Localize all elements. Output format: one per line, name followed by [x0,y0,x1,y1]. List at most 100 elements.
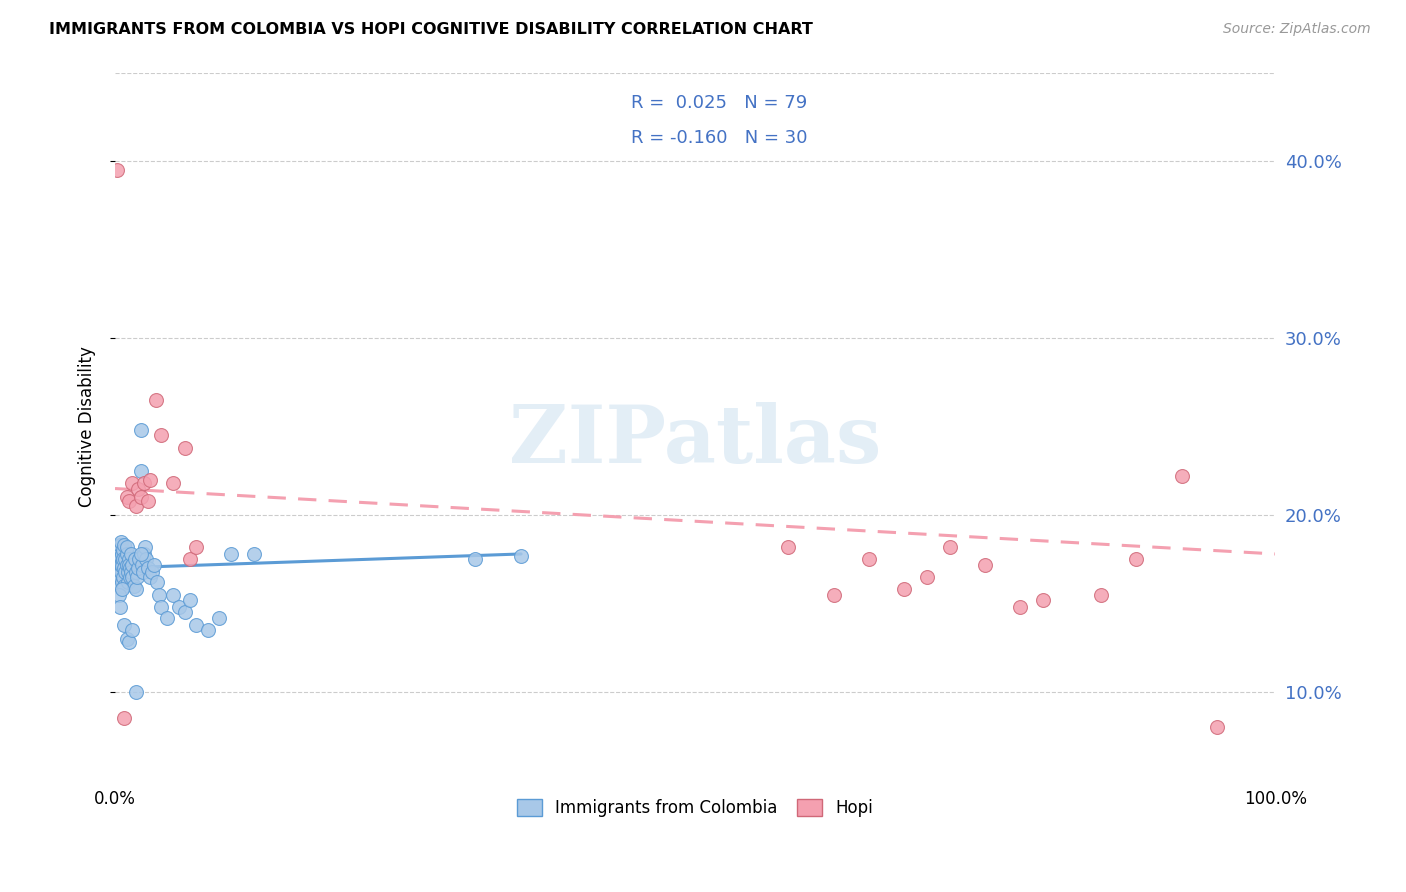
Point [136,494,159,508]
Point [179,593,201,607]
Point [108,538,131,552]
Point [162,476,184,491]
Point [115,632,138,646]
Point [110,534,132,549]
Point [139,473,162,487]
Point [117,575,139,590]
Point [135,552,157,566]
Point [124,552,146,566]
Legend: Immigrants from Colombia, Hopi: Immigrants from Colombia, Hopi [509,790,882,825]
Point [105,547,128,561]
Point [128,552,150,566]
Point [893,582,915,597]
Point [112,538,135,552]
Point [125,685,148,699]
Point [136,561,159,575]
Point [139,570,162,584]
Point [117,565,139,579]
Point [112,711,135,725]
Point [127,561,149,575]
Point [107,588,129,602]
Point [111,582,134,597]
Point [111,559,134,574]
Point [110,550,132,565]
Point [108,600,131,615]
Point [129,491,152,505]
Point [173,605,195,619]
Point [179,552,201,566]
Y-axis label: Cognitive Disability: Cognitive Disability [79,346,96,507]
Point [129,464,152,478]
Point [1008,600,1031,615]
Point [118,558,141,572]
Point [105,565,128,579]
Point [125,582,148,597]
Text: ZIPatlas: ZIPatlas [509,401,882,480]
Point [107,552,129,566]
Point [105,558,128,572]
Point [145,393,167,408]
Point [105,163,128,178]
Point [141,565,163,579]
Text: IMMIGRANTS FROM COLOMBIA VS HOPI COGNITIVE DISABILITY CORRELATION CHART: IMMIGRANTS FROM COLOMBIA VS HOPI COGNITI… [49,22,813,37]
Point [132,476,155,491]
Point [974,558,997,572]
Point [111,547,134,561]
Point [186,540,208,554]
Point [118,494,141,508]
Point [173,441,195,455]
Point [107,541,129,556]
Point [219,547,242,561]
Point [143,558,166,572]
Point [129,547,152,561]
Point [112,579,135,593]
Point [1090,588,1112,602]
Point [122,579,145,593]
Point [107,570,129,584]
Point [464,552,486,566]
Point [150,428,173,442]
Point [121,558,143,572]
Point [146,575,169,590]
Point [121,570,143,584]
Point [125,500,148,514]
Point [776,540,799,554]
Point [118,635,141,649]
Point [112,543,135,558]
Point [114,552,136,566]
Point [127,482,149,496]
Point [197,623,219,637]
Point [115,558,138,572]
Point [108,561,131,575]
Point [208,610,231,624]
Text: R =  0.025   N = 79: R = 0.025 N = 79 [631,95,807,112]
Point [112,561,135,575]
Point [858,552,880,566]
Point [112,570,135,584]
Point [132,547,155,561]
Point [132,565,155,579]
Point [120,565,142,579]
Point [112,617,135,632]
Point [1125,552,1147,566]
Point [915,570,938,584]
Point [121,623,143,637]
Point [121,476,143,491]
Point [162,588,184,602]
Point [120,547,142,561]
Point [156,610,179,624]
Point [134,540,156,554]
Point [150,600,173,615]
Point [112,552,135,566]
Point [110,558,132,572]
Point [115,491,138,505]
Point [120,561,142,575]
Point [148,588,170,602]
Point [129,423,152,437]
Point [125,565,148,579]
Point [1171,469,1194,483]
Point [115,540,138,554]
Point [939,540,962,554]
Point [823,588,845,602]
Point [111,575,134,590]
